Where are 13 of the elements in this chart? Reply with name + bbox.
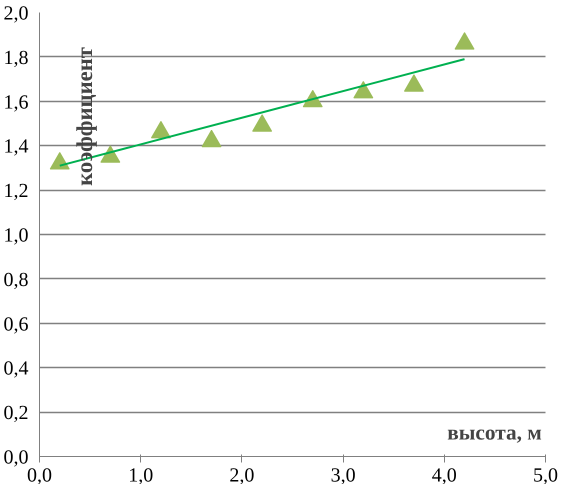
y-tick-label: 1,4	[4, 136, 28, 158]
y-tick-label: 0,0	[4, 446, 28, 468]
y-tick-label: 0,2	[4, 402, 28, 424]
y-tick-label: 1,8	[4, 46, 28, 69]
x-axis-title: высота, м	[447, 420, 542, 444]
y-tick-label: 0,4	[4, 358, 28, 380]
y-tick-label: 1,6	[4, 91, 28, 114]
y-tick-label: 0,6	[4, 313, 28, 336]
y-tick-label: 2,0	[4, 2, 28, 24]
y-tick-label: 1,0	[4, 224, 28, 246]
y-tick-label: 0,8	[4, 268, 28, 291]
y-axis-title: коэффициент	[72, 47, 97, 186]
y-tick-label: 1,2	[4, 180, 28, 202]
